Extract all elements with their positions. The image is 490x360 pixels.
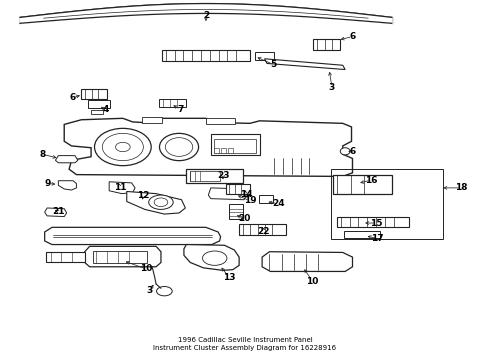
- Text: 19: 19: [244, 196, 256, 205]
- Bar: [211, 134, 260, 155]
- Bar: [214, 139, 256, 153]
- Text: 6: 6: [349, 147, 356, 156]
- Polygon shape: [46, 252, 85, 262]
- Polygon shape: [55, 156, 78, 163]
- Bar: [259, 195, 273, 203]
- Polygon shape: [184, 244, 239, 270]
- Bar: [81, 89, 107, 99]
- Bar: [214, 148, 219, 153]
- Ellipse shape: [102, 134, 144, 161]
- Polygon shape: [45, 227, 220, 244]
- Bar: [229, 204, 243, 219]
- Text: 13: 13: [223, 273, 236, 282]
- Text: 24: 24: [272, 199, 285, 208]
- Ellipse shape: [149, 195, 173, 210]
- Polygon shape: [45, 208, 67, 217]
- Text: 14: 14: [240, 190, 252, 199]
- Polygon shape: [64, 118, 352, 176]
- Bar: [162, 50, 250, 61]
- Polygon shape: [127, 192, 185, 214]
- Polygon shape: [109, 182, 135, 194]
- Bar: [159, 99, 186, 107]
- Bar: [206, 118, 235, 124]
- Bar: [93, 251, 147, 263]
- Bar: [239, 225, 286, 234]
- Text: 6: 6: [70, 93, 76, 102]
- Text: 7: 7: [177, 105, 184, 114]
- Ellipse shape: [154, 198, 168, 207]
- Ellipse shape: [202, 251, 227, 265]
- Bar: [337, 217, 409, 227]
- Text: 11: 11: [114, 183, 126, 192]
- Text: 23: 23: [217, 171, 229, 180]
- Bar: [143, 117, 162, 123]
- Text: 1996 Cadillac Seville Instrument Panel
Instrument Cluster Assembly Diagram for 1: 1996 Cadillac Seville Instrument Panel I…: [153, 337, 337, 351]
- Text: 6: 6: [349, 32, 356, 41]
- Text: 16: 16: [365, 176, 377, 185]
- Polygon shape: [208, 188, 246, 200]
- Text: 12: 12: [137, 191, 149, 200]
- Bar: [343, 231, 380, 238]
- Bar: [333, 175, 392, 194]
- Text: 10: 10: [306, 276, 318, 285]
- Bar: [190, 171, 220, 181]
- Polygon shape: [265, 59, 345, 69]
- Text: 10: 10: [140, 265, 152, 274]
- Bar: [255, 52, 274, 60]
- Bar: [314, 40, 340, 50]
- Text: 2: 2: [203, 11, 209, 20]
- Text: 17: 17: [370, 234, 383, 243]
- Text: 9: 9: [45, 179, 51, 188]
- Ellipse shape: [159, 134, 198, 161]
- Bar: [88, 100, 110, 108]
- Ellipse shape: [165, 138, 193, 156]
- Ellipse shape: [340, 148, 350, 155]
- Bar: [186, 168, 243, 183]
- Polygon shape: [91, 110, 103, 114]
- Ellipse shape: [157, 287, 172, 296]
- Bar: [226, 184, 250, 194]
- Text: 15: 15: [369, 219, 382, 228]
- Bar: [221, 148, 226, 153]
- Text: 4: 4: [102, 105, 109, 114]
- Text: 3: 3: [329, 83, 335, 92]
- Polygon shape: [262, 252, 352, 271]
- Text: 3: 3: [147, 286, 153, 295]
- Polygon shape: [58, 181, 76, 190]
- Bar: [331, 169, 443, 239]
- Ellipse shape: [116, 142, 130, 152]
- Text: 18: 18: [455, 183, 467, 192]
- Polygon shape: [85, 246, 161, 267]
- Bar: [228, 148, 233, 153]
- Ellipse shape: [95, 129, 151, 166]
- Text: 21: 21: [52, 207, 65, 216]
- Text: 20: 20: [238, 214, 250, 223]
- Text: 8: 8: [39, 150, 46, 159]
- Text: 22: 22: [257, 227, 270, 236]
- Text: 5: 5: [270, 60, 276, 69]
